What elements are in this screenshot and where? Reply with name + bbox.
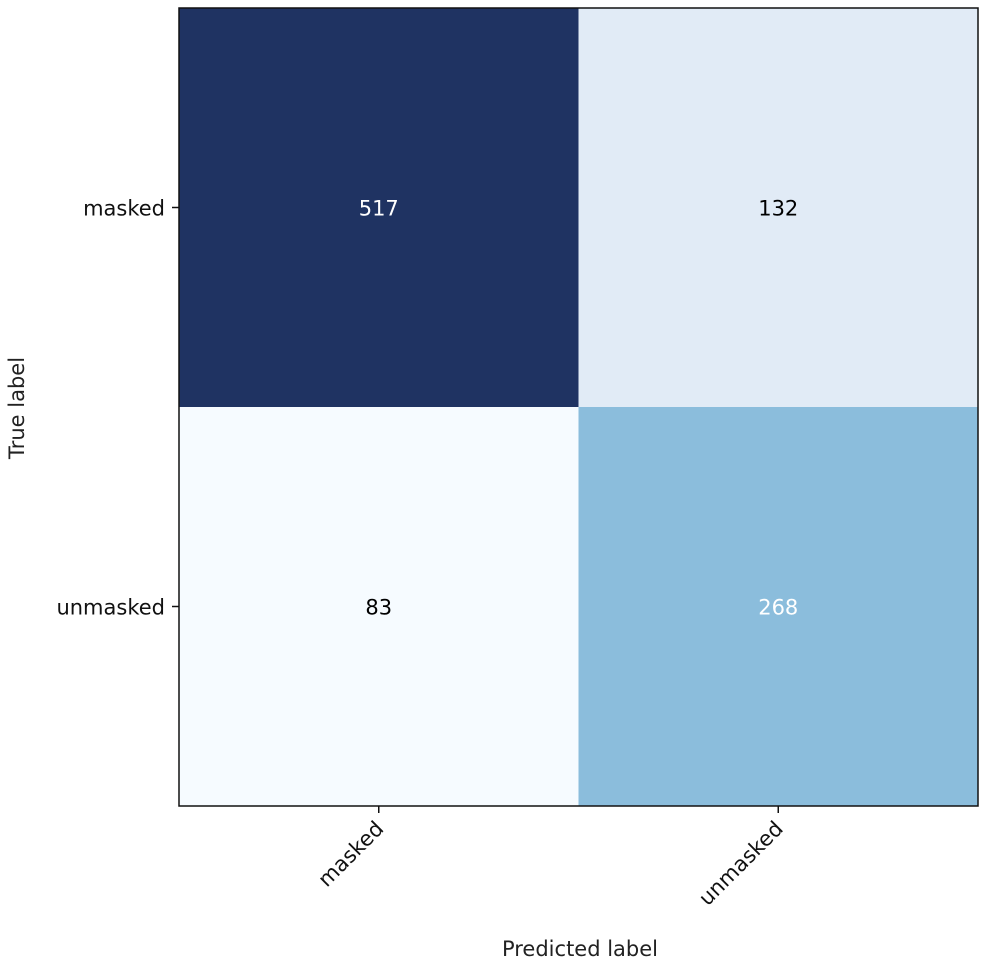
heatmap-cell (578, 8, 978, 407)
axis-ticks (172, 206, 779, 813)
x-tick-label: masked (313, 817, 388, 892)
y-tick-label: unmasked (56, 596, 165, 620)
heatmap-cell (578, 407, 978, 806)
y-axis-label: True label (5, 357, 29, 460)
heatmap-cell (179, 407, 579, 806)
cell-value-label: 83 (365, 596, 392, 620)
x-tick-label: unmasked (694, 817, 788, 911)
heatmap-cells: 517 132 83 268 (179, 8, 978, 806)
plot-frame (178, 7, 979, 807)
y-tick-label: masked (83, 197, 165, 221)
cell-value-label: 132 (758, 197, 798, 221)
cell-value-label: 268 (758, 596, 798, 620)
cell-value-label: 517 (359, 197, 399, 221)
x-axis-label: Predicted label (502, 937, 658, 961)
heatmap-cell (179, 8, 579, 407)
